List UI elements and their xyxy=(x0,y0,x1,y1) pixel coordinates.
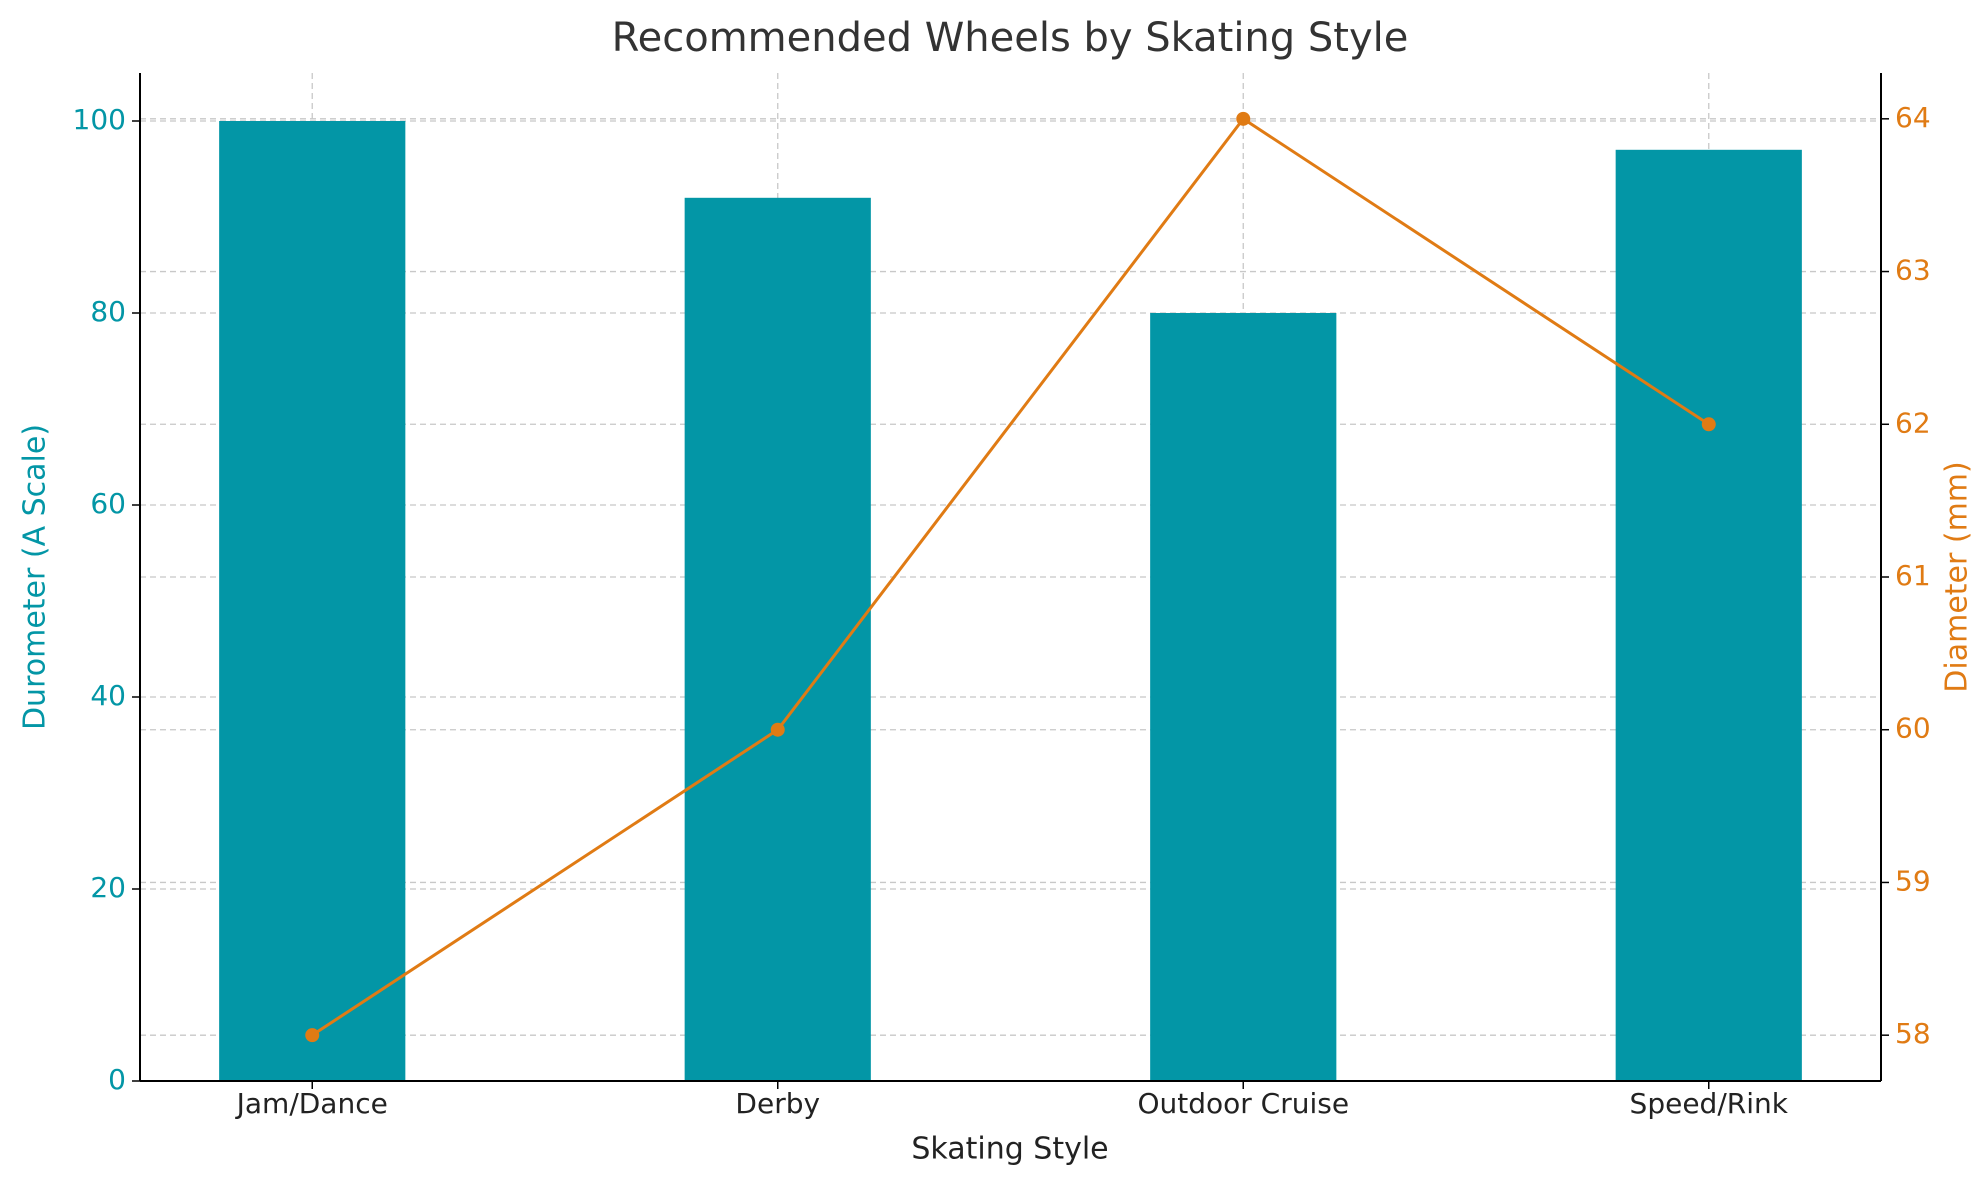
y-axis-label: Durometer (A Scale) xyxy=(18,424,53,730)
bar xyxy=(219,121,406,1081)
x-axis-label: Skating Style xyxy=(911,1132,1108,1167)
y-tick-label: 20 xyxy=(90,871,126,904)
x-tick-label: Jam/Dance xyxy=(235,1087,388,1120)
x-tick-label: Speed/Rink xyxy=(1630,1087,1789,1120)
point xyxy=(770,722,785,737)
y-tick-label: 80 xyxy=(90,295,126,328)
y2-tick-label: 61 xyxy=(1895,559,1931,592)
point xyxy=(305,1028,320,1043)
y-tick-label: 100 xyxy=(73,103,126,136)
chart-title: Recommended Wheels by Skating Style xyxy=(612,15,1409,61)
y-tick-label: 0 xyxy=(108,1063,126,1096)
line xyxy=(311,116,1710,1037)
x-tick-label: Derby xyxy=(735,1087,820,1120)
x-tick-label: Outdoor Cruise xyxy=(1137,1087,1349,1120)
bar xyxy=(1150,313,1337,1081)
y2-axis-label: Diameter (mm) xyxy=(1940,461,1975,692)
bar xyxy=(1615,149,1802,1082)
y2-tick-label: 62 xyxy=(1895,406,1931,439)
y-tick-label: 40 xyxy=(90,679,126,712)
y2-tick-label: 59 xyxy=(1895,864,1931,897)
point xyxy=(1236,111,1251,126)
y-tick-label: 60 xyxy=(90,487,126,520)
y2-tick-label: 63 xyxy=(1895,254,1931,287)
bar xyxy=(684,197,871,1082)
y2-tick-label: 60 xyxy=(1895,712,1931,745)
point xyxy=(1701,417,1716,432)
y2-tick-label: 64 xyxy=(1895,101,1931,134)
y2-tick-label: 58 xyxy=(1895,1017,1931,1050)
